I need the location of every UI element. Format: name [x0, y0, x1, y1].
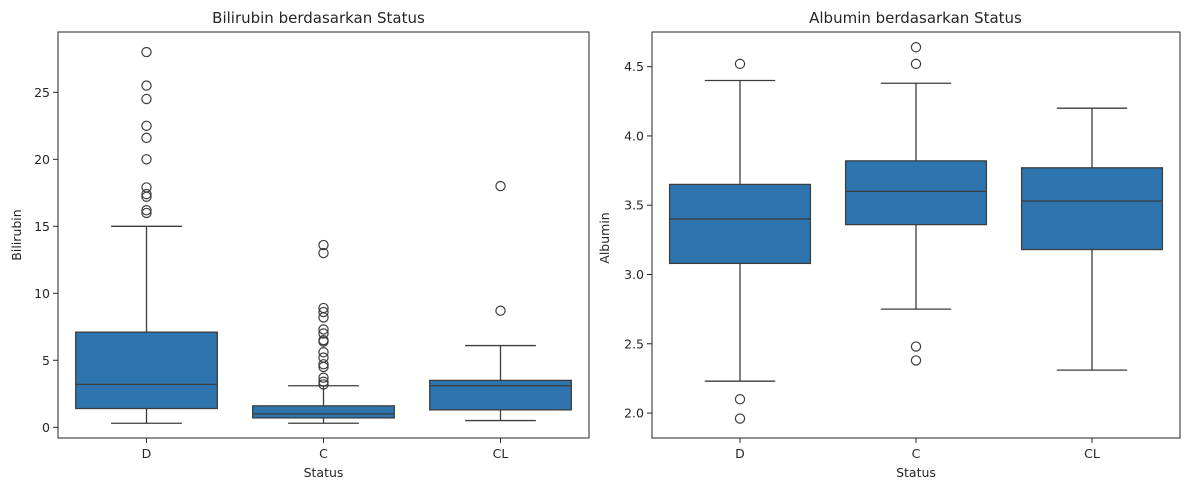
albumin-panel: Albumin berdasarkan Status Status Albumi…: [597, 9, 1181, 480]
outlier-point: [910, 42, 922, 53]
x-tick-label: C: [319, 446, 328, 461]
y-tick-label: 5: [42, 353, 50, 368]
outlier-point: [318, 336, 329, 347]
outlier-point: [141, 191, 152, 203]
outlier-point: [495, 305, 506, 316]
outlier-point: [318, 361, 329, 373]
y-tick-label: 2.5: [624, 336, 644, 351]
outlier-point: [318, 372, 329, 383]
y-tick-label: 15: [34, 219, 50, 234]
outlier-point: [910, 341, 922, 352]
x-tick-label: C: [912, 446, 921, 461]
y-tick-label: 0: [42, 420, 50, 435]
box-marks: [75, 46, 572, 424]
outlier-point: [141, 205, 152, 216]
outlier-point: [734, 58, 746, 70]
outlier-point: [141, 46, 152, 58]
outlier-point: [318, 239, 329, 251]
outlier-point: [734, 394, 746, 405]
x-axis-label: Status: [304, 465, 344, 480]
y-axis-label: Albumin: [597, 212, 612, 263]
box-marks: [668, 42, 1164, 424]
y-ticks: 2.0 2.5 3.0 3.5 4.0 4.5: [624, 59, 652, 421]
outlier-point: [141, 188, 152, 200]
outlier-point: [910, 355, 922, 366]
outlier-point: [141, 132, 152, 144]
y-tick-label: 3.0: [624, 267, 644, 282]
y-ticks: 0 5 10 15 20 25: [34, 85, 58, 435]
x-tick-label: CL: [1084, 446, 1100, 461]
outlier-point: [318, 376, 329, 387]
y-tick-label: 2.0: [624, 406, 644, 421]
x-tick-label: CL: [493, 446, 509, 461]
box-iqr: [252, 405, 395, 419]
outlier-point: [318, 347, 329, 358]
outlier-point: [141, 93, 152, 105]
outlier-point: [910, 58, 922, 70]
box-iqr: [844, 160, 988, 226]
y-tick-label: 4.5: [624, 59, 644, 74]
outlier-point: [318, 324, 329, 335]
outlier-point: [318, 312, 329, 323]
y-tick-label: 4.0: [624, 128, 644, 143]
x-tick-label: D: [735, 446, 745, 461]
y-axis-label: Bilirubin: [9, 209, 24, 260]
outlier-point: [734, 413, 746, 424]
x-ticks: D C CL: [142, 438, 509, 461]
x-tick-label: D: [142, 446, 152, 461]
outlier-point: [141, 80, 152, 91]
outlier-point: [318, 306, 329, 318]
chart-title: Albumin berdasarkan Status: [809, 9, 1022, 27]
outlier-point: [495, 180, 506, 192]
box-iqr: [75, 331, 218, 410]
y-tick-label: 20: [34, 152, 50, 167]
box-iqr: [429, 379, 572, 411]
box-iqr: [668, 183, 812, 265]
x-ticks: D C CL: [735, 438, 1100, 461]
outlier-point: [318, 359, 329, 370]
y-tick-label: 25: [34, 85, 50, 100]
y-tick-label: 10: [34, 286, 50, 301]
chart-title: Bilirubin berdasarkan Status: [212, 9, 425, 27]
outlier-point: [141, 120, 152, 131]
x-axis-label: Status: [896, 465, 936, 480]
outlier-point: [141, 207, 152, 219]
box-iqr: [1020, 167, 1164, 251]
bilirubin-panel: Bilirubin berdasarkan Status Status Bili…: [9, 9, 590, 480]
outlier-point: [141, 154, 152, 165]
outlier-point: [318, 328, 329, 339]
outlier-point: [318, 247, 329, 259]
outlier-point: [318, 379, 329, 390]
y-tick-label: 3.5: [624, 198, 644, 213]
